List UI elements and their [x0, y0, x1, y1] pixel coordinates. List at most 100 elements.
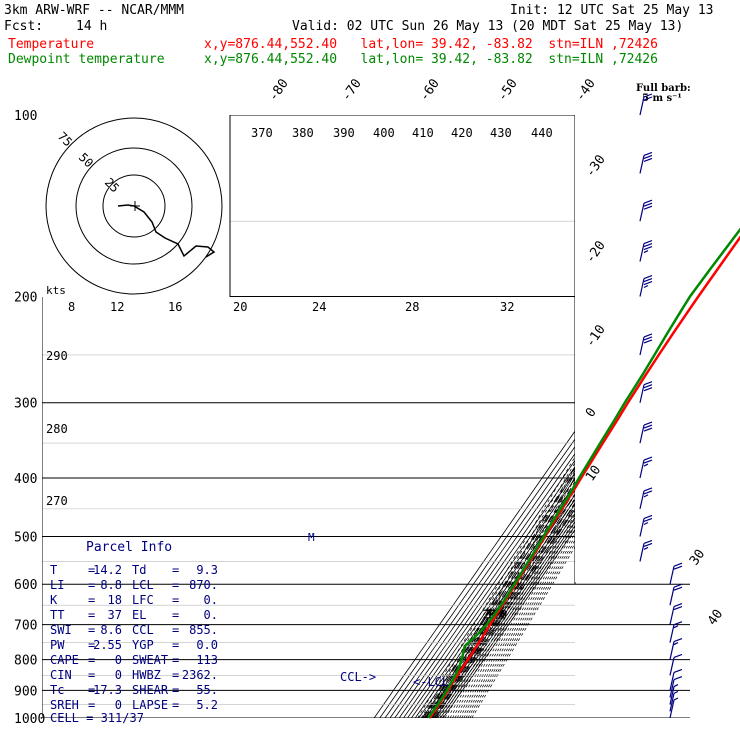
dry-adiabat [463, 115, 690, 718]
parcel-eq: = [172, 563, 180, 577]
pressure-label: 400 [14, 472, 37, 487]
parcel-key: LCL [132, 578, 154, 592]
theta-label: 410 [412, 126, 434, 140]
parcel-cell: CELL = 311/37 [50, 711, 144, 725]
parcel-eq: = [172, 698, 180, 712]
theta-label-left: 280 [46, 422, 68, 436]
isotherm-line [434, 115, 690, 718]
parcel-key: LI [50, 578, 65, 592]
wind-barb [639, 199, 653, 222]
theta-label: 390 [333, 126, 355, 140]
theta-label: 430 [490, 126, 512, 140]
legend-dewpoint-info: x,y=876.44,552.40 lat,lon= 39.42, -83.82… [204, 52, 658, 67]
parcel-eq: = [88, 593, 96, 607]
parcel-key: CCL [132, 623, 154, 637]
isotherm-line [428, 115, 690, 718]
wind-barb [639, 333, 653, 356]
hodo-ring-50 [75, 147, 193, 265]
mixing-ratio-label: 5 [486, 608, 493, 622]
barb-key-line2: 5 m s⁻¹ [642, 93, 682, 104]
parcel-eq: = [88, 563, 96, 577]
wind-barb [639, 539, 653, 562]
isotherm-label-upper: -80 [266, 76, 292, 104]
wind-barb [669, 684, 679, 705]
parcel-key: SREH [50, 698, 79, 712]
isotherm-label-lower: 30 [687, 547, 708, 568]
wind-barb [639, 381, 653, 403]
parcel-eq: = [88, 608, 96, 622]
isotherm-label-right: -10 [583, 322, 609, 350]
isotherm-line [411, 115, 690, 718]
isotherm-line [403, 115, 690, 718]
dry-adiabat [459, 115, 690, 718]
dry-adiabat [420, 115, 690, 718]
parcel-value: 0 [114, 698, 122, 712]
parcel-eq: = [88, 698, 96, 712]
isotherm-line [384, 115, 690, 718]
wind-barb [639, 151, 653, 174]
isotherm-line [407, 115, 690, 718]
parcel-eq: = [172, 653, 180, 667]
theta-label: 440 [531, 126, 553, 140]
wind-barb [669, 583, 683, 606]
wind-barb [639, 93, 653, 116]
ccl-annotation: CCL-> [340, 670, 376, 684]
sounding-traces [427, 227, 740, 719]
parcel-eq: = [88, 623, 96, 637]
parcel-key: CIN [50, 668, 72, 682]
parcel-key: SWI [50, 623, 72, 637]
wind-barb [639, 487, 653, 510]
parcel-key: TT [50, 608, 65, 622]
isotherm-line [373, 115, 690, 718]
dry-adiabat [471, 115, 690, 718]
wind-barb [639, 274, 653, 297]
parcel-key: Td [132, 563, 147, 577]
parcel-key: Tc [50, 683, 65, 697]
parcel-value: 17.3 [93, 683, 122, 697]
hodograph-trace [117, 204, 216, 258]
hodo-scale-label: 24 [312, 300, 326, 314]
theta-label: 370 [251, 126, 273, 140]
parcel-key: HWBZ [132, 668, 161, 682]
hodo-ring-25 [102, 174, 166, 238]
lcl-annotation: <-LCL [413, 675, 449, 689]
isotherm-label-right: 0 [583, 405, 600, 420]
parcel-eq: = [88, 638, 96, 652]
mixing-ratio-label: 8 [489, 608, 496, 622]
isotherm-line [379, 115, 690, 718]
parcel-key: K [50, 593, 58, 607]
parcel-key: LAPSE [132, 698, 169, 712]
isotherm-line [389, 115, 690, 718]
theta-label: 400 [373, 126, 395, 140]
parcel-value: 8.6 [100, 623, 122, 637]
legend-temperature-name: Temperature [8, 37, 95, 52]
isotherm-label-upper: -50 [495, 76, 521, 104]
parcel-value: 9.3 [196, 563, 218, 577]
valid-time: Valid: 02 UTC Sun 26 May 13 (20 MDT Sat … [292, 19, 684, 34]
hodo-units: kts [46, 284, 66, 297]
wind-barb [669, 621, 683, 643]
pressure-label: 300 [14, 397, 37, 412]
isotherm-line [394, 115, 690, 718]
parcel-eq: = [88, 578, 96, 592]
parcel-key: SWEAT [132, 653, 169, 667]
parcel-value: 0. [203, 593, 218, 607]
dry-adiabat [430, 115, 690, 718]
hodo-scale-label: 20 [233, 300, 247, 314]
parcel-value: 0.0 [196, 638, 218, 652]
theta-label-left: 290 [46, 349, 68, 363]
hodo-scale-label: 28 [405, 300, 419, 314]
isotherm-line [425, 115, 690, 718]
pressure-label: 800 [14, 654, 37, 669]
parcel-value: 37 [107, 608, 122, 622]
isotherm-label-right: -20 [583, 238, 609, 266]
parcel-value: 0 [114, 668, 122, 682]
dry-adiabat [469, 115, 690, 718]
parcel-value: 113 [196, 653, 218, 667]
isotherm-label-upper: -70 [339, 76, 365, 104]
parcel-key: T [50, 563, 58, 577]
parcel-value: 855. [189, 623, 218, 637]
parcel-eq: = [172, 668, 180, 682]
fcst-value: 14 h [76, 19, 108, 34]
